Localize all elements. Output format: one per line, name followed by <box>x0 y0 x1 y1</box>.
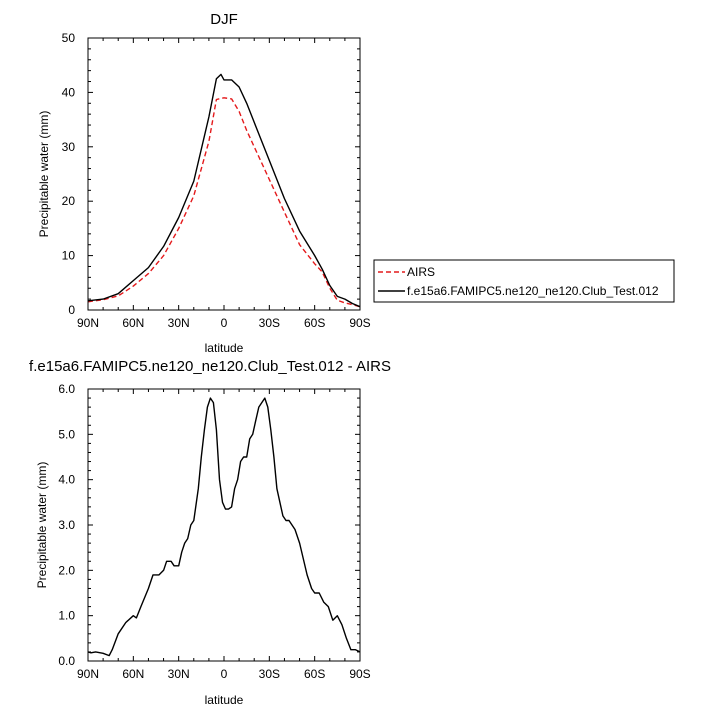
x-tick-label: 90S <box>349 667 370 681</box>
x-tick-label: 60S <box>304 667 325 681</box>
y-tick-label: 30 <box>62 140 76 154</box>
legend: AIRS f.e15a6.FAMIPC5.ne120_ne120.Club_Te… <box>373 259 675 303</box>
y-tick-label: 5.0 <box>58 427 75 441</box>
legend-model-label: f.e15a6.FAMIPC5.ne120_ne120.Club_Test.01… <box>407 284 659 298</box>
top-panel: DJF 90N 60N 30N 0 30S 60S 90S 0 10 20 30 40 50 latit… <box>37 11 371 355</box>
series-line-1 <box>87 73 361 308</box>
series-line-0 <box>87 97 361 308</box>
top-xlabel: latitude <box>205 341 244 355</box>
y-tick-label: 6.0 <box>58 382 75 396</box>
y-tick-label: 0 <box>68 303 75 317</box>
x-tick-label: 90S <box>349 316 370 330</box>
bottom-ylabel: Precipitable water (mm) <box>35 462 49 589</box>
legend-box <box>373 259 675 303</box>
x-tick-label: 30S <box>259 667 280 681</box>
y-tick-label: 4.0 <box>58 473 75 487</box>
top-ticks: 90N 60N 30N 0 30S 60S 90S 0 10 20 30 40 50 <box>62 31 371 330</box>
series-line-0 <box>87 397 361 657</box>
bottom-ticks: 90N 60N 30N 0 30S 60S 90S 0.0 1.0 2.0 3.0 4.0 5.0 6.0 <box>58 382 370 681</box>
y-tick-label: 20 <box>62 194 76 208</box>
top-plot-frame <box>87 37 361 311</box>
bottom-xlabel: latitude <box>205 693 244 707</box>
x-tick-label: 60N <box>122 316 144 330</box>
y-tick-label: 3.0 <box>58 518 75 532</box>
x-tick-label: 0 <box>221 316 228 330</box>
top-ylabel: Precipitable water (mm) <box>37 111 51 238</box>
y-tick-label: 2.0 <box>58 563 75 577</box>
bottom-title: f.e15a6.FAMIPC5.ne120_ne120.Club_Test.01… <box>29 358 391 375</box>
top-series <box>87 73 361 308</box>
bottom-panel: f.e15a6.FAMIPC5.ne120_ne120.Club_Test.01… <box>29 358 391 707</box>
y-tick-label: 1.0 <box>58 609 75 623</box>
x-tick-label: 0 <box>221 667 228 681</box>
legend-airs-label: AIRS <box>407 265 435 279</box>
y-tick-label: 10 <box>62 249 76 263</box>
bottom-series <box>87 397 361 657</box>
x-tick-label: 60S <box>304 316 325 330</box>
x-tick-label: 60N <box>122 667 144 681</box>
bottom-plot-frame <box>87 388 361 662</box>
x-tick-label: 30N <box>168 667 190 681</box>
y-tick-label: 0.0 <box>58 654 75 668</box>
y-tick-label: 40 <box>62 85 76 99</box>
x-tick-label: 30N <box>168 316 190 330</box>
y-tick-label: 50 <box>62 31 76 45</box>
top-title: DJF <box>210 11 238 28</box>
x-tick-label: 90N <box>77 316 99 330</box>
x-tick-label: 90N <box>77 667 99 681</box>
x-tick-label: 30S <box>259 316 280 330</box>
